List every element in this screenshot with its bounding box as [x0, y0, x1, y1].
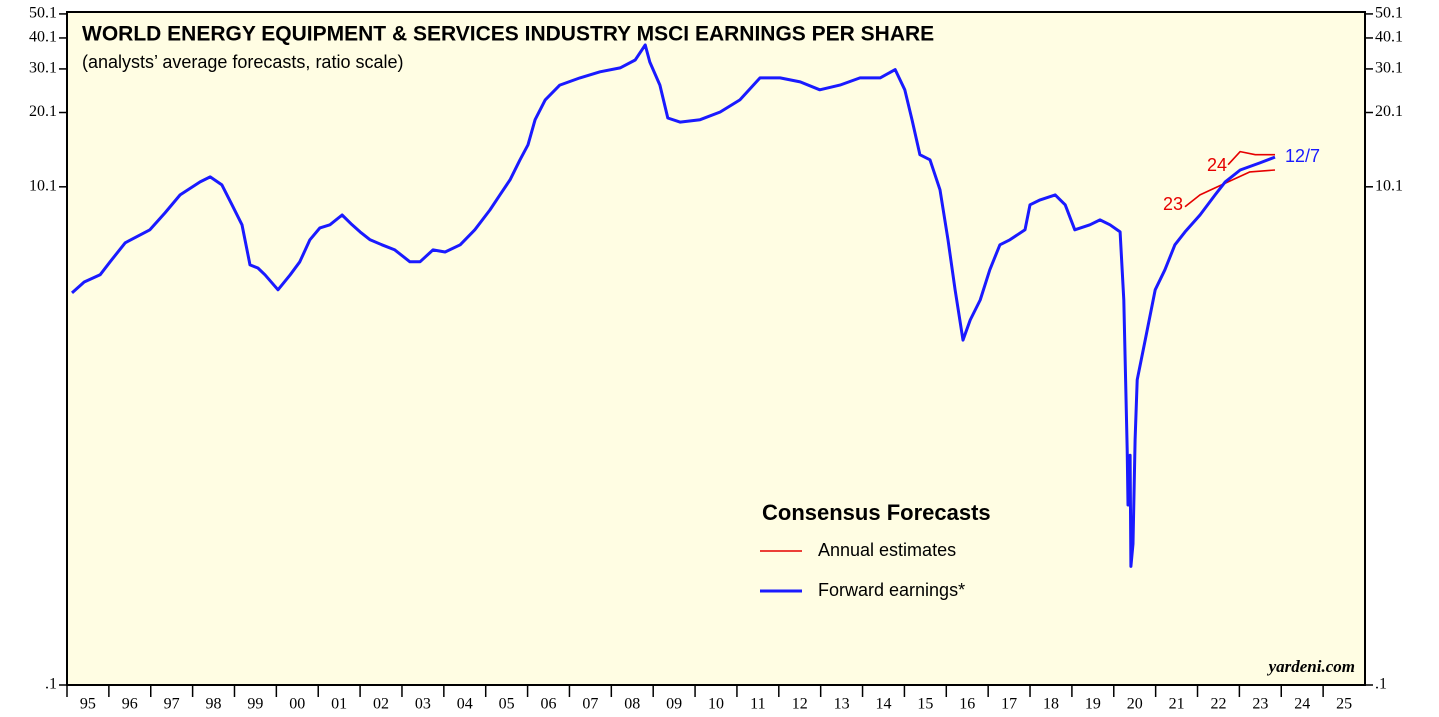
x-tick-label: 11 [750, 696, 765, 713]
y-tick-label: 20.1 [1375, 103, 1403, 120]
legend-label: Forward earnings* [818, 580, 965, 600]
x-tick-label: 04 [457, 696, 473, 713]
x-tick-label: 08 [624, 696, 640, 713]
y-tick-label: 40.1 [29, 29, 57, 46]
x-tick-label: 12 [792, 696, 808, 713]
y-tick-label: 10.1 [1375, 177, 1403, 194]
annotation: 24 [1207, 155, 1227, 175]
y-tick-label: .1 [45, 676, 57, 693]
y-tick-label: 20.1 [29, 103, 57, 120]
watermark: yardeni.com [1267, 657, 1355, 676]
x-tick-label: 13 [834, 696, 850, 713]
x-tick-label: 19 [1085, 696, 1101, 713]
x-tick-label: 14 [875, 696, 891, 713]
plot-area [66, 11, 1366, 686]
x-tick-label: 00 [289, 696, 305, 713]
x-tick-label: 17 [1001, 696, 1017, 713]
legend-label: Annual estimates [818, 540, 956, 560]
x-tick-label: 18 [1043, 696, 1059, 713]
line-series [71, 43, 1276, 568]
x-tick-label: 02 [373, 696, 389, 713]
y-tick-label: 10.1 [29, 177, 57, 194]
x-tick-label: 25 [1336, 696, 1352, 713]
y-tick-label: 30.1 [29, 60, 57, 77]
x-tick-label: 09 [666, 696, 682, 713]
chart-title: WORLD ENERGY EQUIPMENT & SERVICES INDUST… [82, 23, 934, 46]
x-tick-label: 21 [1169, 696, 1185, 713]
annotation: 12/7 [1285, 146, 1320, 166]
x-tick-label: 06 [541, 696, 557, 713]
y-tick-label: 30.1 [1375, 60, 1403, 77]
x-tick-label: 24 [1294, 696, 1310, 713]
legend-title: Consensus Forecasts [762, 500, 991, 525]
chart-subtitle: (analysts’ average forecasts, ratio scal… [82, 52, 403, 72]
x-tick-label: 16 [959, 696, 975, 713]
x-tick-label: 23 [1252, 696, 1268, 713]
y-tick-label: 50.1 [29, 5, 57, 22]
x-tick-label: 95 [80, 696, 96, 713]
x-tick-label: 98 [206, 696, 222, 713]
annotation: 23 [1163, 194, 1183, 214]
x-tick-label: 05 [499, 696, 515, 713]
x-tick-label: 15 [917, 696, 933, 713]
x-tick-label: 97 [164, 696, 180, 713]
y-tick-label: .1 [1375, 676, 1387, 693]
x-tick-label: 20 [1127, 696, 1143, 713]
x-tick-label: 07 [582, 696, 598, 713]
x-tick-label: 96 [122, 696, 138, 713]
x-tick-label: 22 [1210, 696, 1226, 713]
x-tick-label: 03 [415, 696, 431, 713]
y-tick-label: 40.1 [1375, 29, 1403, 46]
y-tick-label: 50.1 [1375, 5, 1403, 22]
x-tick-label: 01 [331, 696, 347, 713]
x-tick-label: 10 [708, 696, 724, 713]
x-tick-label: 99 [247, 696, 263, 713]
